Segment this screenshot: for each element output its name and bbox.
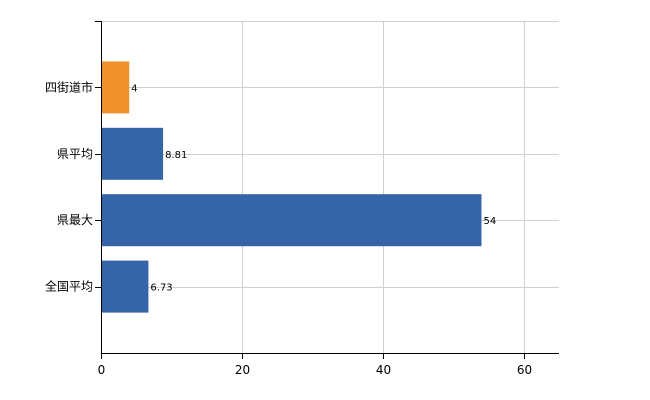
x-tick-label: 20 <box>235 363 250 377</box>
data-label: 54 <box>483 216 496 227</box>
bars <box>102 61 482 313</box>
category-label: 四街道市 <box>45 79 93 94</box>
bar <box>102 194 482 247</box>
category-label: 全国平均 <box>45 279 93 294</box>
category-label: 県平均 <box>57 147 93 161</box>
bar <box>102 61 130 114</box>
x-tick-label: 0 <box>98 363 106 377</box>
category-label: 県最大 <box>57 213 93 227</box>
grid-lines <box>101 21 559 353</box>
x-tick-label: 60 <box>517 363 532 377</box>
data-label: 4 <box>131 83 137 94</box>
data-label: 6.73 <box>150 283 172 294</box>
axes <box>95 21 559 359</box>
x-tick-label: 40 <box>376 363 391 377</box>
bar <box>102 127 164 180</box>
data-label: 8.81 <box>165 150 187 161</box>
bar <box>102 260 149 313</box>
labels: 4 四街道市 8.81 県平均 54 県最大 6.73 全国平均 0 20 40 60 <box>45 79 532 377</box>
